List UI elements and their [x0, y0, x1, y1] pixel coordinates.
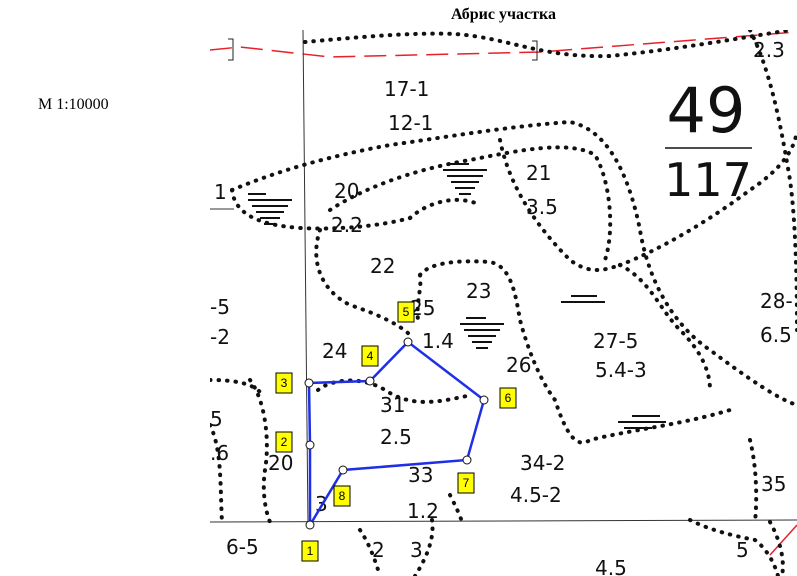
parcel-polygon: 1 2 3 4 5 6 7 8 — [275, 301, 517, 562]
clearing-line — [302, 30, 309, 527]
stand-label: 20 — [268, 451, 293, 475]
stand-label: 3.5 — [526, 195, 558, 219]
stand-label: 1 — [214, 180, 227, 204]
point-marker — [499, 387, 517, 409]
point-number: 5 — [403, 305, 410, 319]
parcel-map: 49 117 17-1 12-1 20 2.2 21 3.5 22 25 23 … — [210, 30, 797, 576]
point-marker — [361, 345, 379, 367]
stand-labels: 17-1 12-1 20 2.2 21 3.5 22 25 23 1.4 24 … — [210, 38, 793, 576]
quarter-boundary-tick — [228, 38, 234, 61]
clearing-line — [210, 519, 797, 523]
stand-label: 35 — [761, 472, 786, 496]
parcel-vertex — [338, 465, 348, 475]
parcel-vertex — [462, 455, 472, 465]
stand-label: 22 — [370, 254, 395, 278]
stand-label: 3 — [410, 538, 423, 562]
map-scale: М 1:10000 — [38, 96, 109, 113]
quarter-boundary-tick — [532, 40, 538, 61]
stand-label: 4.5-2 — [510, 483, 562, 507]
stand-label: 20 — [334, 179, 359, 203]
map-canvas: 49 117 17-1 12-1 20 2.2 21 3.5 22 25 23 … — [210, 30, 797, 576]
quarter-area: 117 — [664, 153, 752, 207]
stand-label: 5 — [736, 538, 749, 562]
point-number: 2 — [281, 435, 288, 449]
stand-label: 2.3 — [753, 38, 785, 62]
stand-label: 12-1 — [388, 111, 433, 135]
stand-label: 5.4-3 — [595, 358, 647, 382]
stand-label: 21 — [526, 161, 551, 185]
stand-label: 6-5 — [226, 535, 259, 559]
point-marker — [457, 472, 475, 494]
point-number: 6 — [505, 391, 512, 405]
stand-label: 26 — [506, 353, 531, 377]
parcel-vertex — [479, 395, 489, 405]
point-number: 7 — [463, 476, 470, 490]
stand-label: 31 — [380, 393, 405, 417]
stand-label: -2 — [210, 325, 230, 349]
stand-label: 1.4 — [422, 329, 454, 353]
parcel-vertex — [304, 378, 314, 388]
point-number: 3 — [281, 376, 288, 390]
stand-label: 2.5 — [380, 425, 412, 449]
page-title: Абрис участка — [451, 6, 556, 23]
stand-label: 28- — [760, 289, 793, 313]
parcel-vertex — [305, 440, 315, 450]
stand-label: 4.5 — [595, 556, 627, 576]
stand-label: 34-2 — [520, 451, 565, 475]
stand-label: 2 — [372, 538, 385, 562]
stand-label: 17-1 — [384, 77, 429, 101]
point-marker — [333, 485, 351, 507]
point-marker — [275, 372, 293, 394]
stand-label: 2.2 — [331, 213, 363, 237]
point-marker — [301, 540, 319, 562]
point-number: 4 — [367, 349, 374, 363]
point-number: 8 — [339, 489, 346, 503]
point-number: 1 — [307, 544, 314, 558]
parcel-vertex — [365, 376, 375, 386]
stand-label: 6.5 — [760, 323, 792, 347]
point-marker — [397, 301, 415, 323]
stand-label: 27-5 — [593, 329, 638, 353]
stand-label: 1.2 — [407, 499, 439, 523]
marsh-symbols — [248, 163, 666, 429]
stand-label: 23 — [466, 279, 491, 303]
stand-label: 5 — [210, 407, 223, 431]
stand-label: 24 — [322, 339, 347, 363]
parcel-vertex — [403, 337, 413, 347]
quarter-boundary — [210, 31, 797, 58]
stand-label: 33 — [408, 463, 433, 487]
point-marker — [275, 431, 293, 453]
quarter-number: 49 — [667, 74, 746, 147]
stand-label: .6 — [210, 441, 229, 465]
stand-label: -5 — [210, 295, 230, 319]
quarter-boundary-red — [769, 524, 797, 556]
parcel-vertex — [305, 520, 315, 530]
